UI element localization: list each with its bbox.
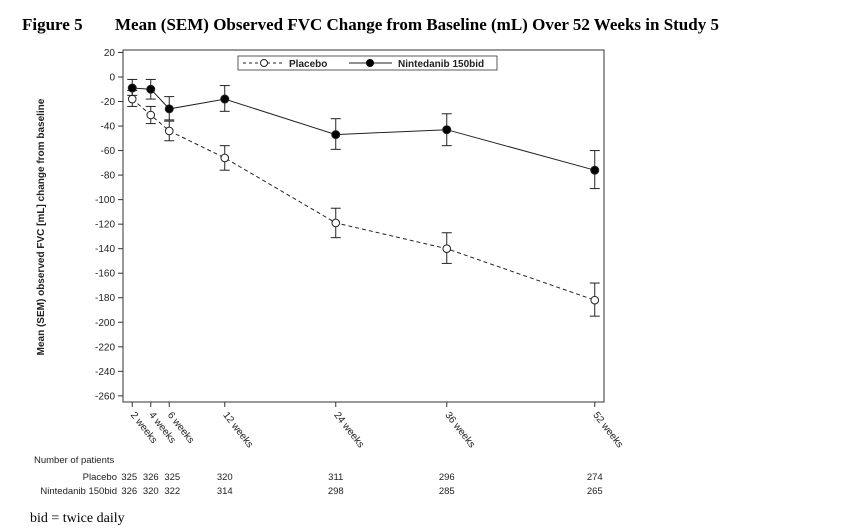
y-tick-label: -100: [95, 195, 115, 206]
data-point: [146, 110, 156, 120]
legend-nintedanib-marker: [366, 59, 374, 67]
legend-placebo-marker: [260, 59, 268, 67]
data-point: [164, 104, 174, 114]
patients-count-cell: 296: [439, 472, 455, 483]
patients-count-cell: 325: [164, 472, 180, 483]
series-placebo: [127, 89, 600, 317]
data-point: [220, 94, 230, 104]
y-tick-label: 0: [109, 72, 115, 83]
y-tick-label: -20: [101, 97, 116, 108]
y-tick-label: -140: [95, 244, 115, 255]
data-point: [220, 153, 230, 163]
footnote: bid = twice daily: [30, 511, 125, 526]
patients-count-cell: 320: [217, 472, 233, 483]
data-point: [442, 125, 452, 135]
y-tick-label: -220: [95, 342, 115, 353]
y-axis-label: Mean (SEM) observed FVC [mL] change from…: [36, 98, 47, 355]
data-point: [164, 126, 174, 136]
data-point: [146, 84, 156, 94]
legend-placebo-label: Placebo: [289, 59, 327, 70]
series-line: [132, 87, 595, 171]
series-layer: [127, 78, 600, 317]
patients-count-cell: 322: [164, 486, 180, 497]
patients-row-placebo-label: Placebo: [83, 472, 117, 483]
y-tick-label: 20: [104, 48, 116, 59]
patients-count-cell: 314: [217, 486, 233, 497]
y-axis: 20 0 -20 -40 -60 -80 -100 -120 -140 -160 -180 -200 -…: [95, 48, 123, 402]
data-point: [331, 130, 341, 140]
y-tick-label: -120: [95, 220, 115, 231]
data-point: [127, 83, 137, 93]
legend: Placebo Nintedanib 150bid: [237, 55, 498, 71]
y-tick-label: -260: [95, 391, 115, 402]
patients-count-cell: 325: [121, 472, 137, 483]
patients-row-nintedanib-label: Nintedanib 150bid: [40, 486, 117, 497]
x-tick-label: 36 weeks: [442, 410, 477, 450]
patients-count-cell: 320: [143, 486, 159, 497]
y-tick-label: -40: [101, 122, 116, 133]
legend-nintedanib-label: Nintedanib 150bid: [398, 59, 484, 70]
patients-count-cell: 274: [587, 472, 603, 483]
y-tick-label: -200: [95, 318, 115, 329]
y-tick-label: -80: [101, 171, 116, 182]
patients-table-title: Number of patients: [34, 455, 115, 466]
patients-count-cell: 265: [587, 486, 603, 497]
data-point: [590, 165, 600, 175]
plot-area-frame: [122, 49, 605, 403]
patients-count-cell: 285: [439, 486, 455, 497]
y-tick-label: -240: [95, 367, 115, 378]
figure-title: Mean (SEM) Observed FVC Change from Base…: [115, 15, 719, 34]
x-tick-label: 52 weeks: [590, 410, 625, 450]
x-tick-label: 24 weeks: [331, 410, 366, 450]
y-tick-label: -160: [95, 269, 115, 280]
y-tick-label: -60: [101, 146, 116, 157]
series-line: [131, 98, 595, 301]
x-tick-label: 12 weeks: [220, 410, 255, 450]
patients-table-cells: 325 326 325 320 311 296 274 326 320 322 314 298 285 2…: [121, 472, 602, 497]
patients-count-cell: 326: [121, 486, 137, 497]
patients-count-cell: 298: [328, 486, 344, 497]
data-point: [127, 94, 137, 104]
data-point: [442, 244, 452, 253]
patients-count-cell: 311: [328, 472, 343, 483]
data-point: [590, 295, 600, 305]
y-tick-label: -180: [95, 293, 115, 304]
patients-count-cell: 326: [143, 472, 159, 483]
data-point: [331, 218, 341, 228]
series-nintedanib: [127, 78, 600, 190]
figure-label: Figure 5: [22, 15, 83, 34]
